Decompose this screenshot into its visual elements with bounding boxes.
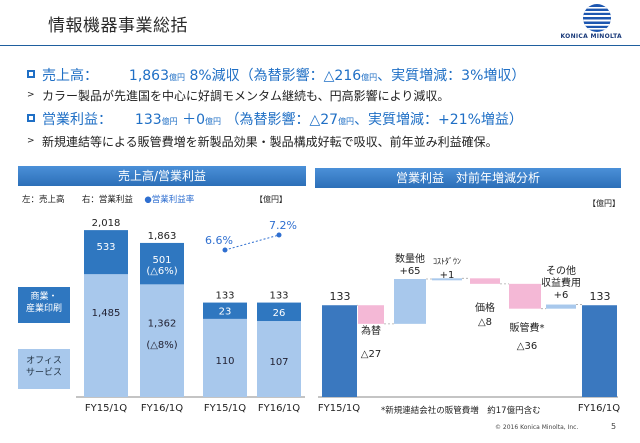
fx-label: 為替	[361, 324, 381, 337]
office-change-label: (△8%)	[146, 340, 177, 351]
office-value-label: 1,485	[92, 308, 121, 319]
volume-value: +65	[399, 266, 420, 277]
sales-unit: 億円	[169, 73, 185, 82]
profit-unit: 億円	[161, 117, 178, 126]
profit-summary: 営業利益： 133億円 ＋0億円 （為替影響：△27億円、実質増減：+21%増益…	[42, 109, 523, 129]
volume-label: 数量他	[395, 252, 425, 265]
waterfall-total-bar	[322, 305, 357, 397]
bar-office	[84, 274, 128, 397]
legend-right: 右：営業利益	[81, 195, 133, 205]
sales-summary: 売上高： 1,863億円 8%減収（為替影響：△216億円、実質増減：3%増収）	[42, 65, 525, 85]
right-unit: 【億円】	[588, 199, 620, 208]
profit-delta-unit: 億円	[205, 117, 222, 126]
total-label: 1,863	[148, 231, 177, 242]
rate-point	[222, 247, 228, 253]
category-label: FY16/1Q	[258, 403, 300, 414]
bullet-profit-icon	[27, 114, 35, 122]
sales-label: 売上高：	[42, 68, 98, 84]
rate-point	[276, 232, 282, 238]
left-unit: 【億円】	[255, 195, 287, 204]
legend-rate-dot-icon: ●	[144, 195, 152, 205]
total-label: 133	[269, 291, 288, 302]
waterfall-increase-bar	[546, 304, 576, 309]
segment-business-label: 商業・ 産業印刷	[18, 287, 70, 323]
category-label: FY15/1Q	[204, 403, 246, 414]
price-label: 価格	[475, 301, 495, 314]
bullet-sales-icon	[27, 70, 35, 78]
bar-business	[203, 302, 247, 319]
left-panel-title: 売上高/営業利益	[18, 166, 306, 186]
konica-minolta-logo-icon	[582, 3, 612, 33]
waterfall-total-bar	[582, 305, 617, 397]
profit-change-unit: 億円	[338, 117, 355, 126]
bar-business	[84, 230, 128, 275]
sales-change-tail: 、実質増減：3%増収）	[377, 68, 526, 84]
costdown-label: ｺｽﾄﾀﾞｳﾝ	[433, 257, 461, 266]
sales-change: 8%減収（為替影響：△216	[189, 68, 362, 84]
category-label: FY15/1Q	[318, 403, 360, 414]
page-number: 5	[611, 422, 617, 431]
legend-left: 左：売上高	[22, 195, 65, 205]
waterfall-decrease-bar	[509, 283, 541, 309]
office-value-label: 107	[269, 357, 288, 368]
copyright: © 2016 Konica Minolta, Inc.	[495, 424, 579, 431]
waterfall-decrease-bar	[470, 278, 500, 284]
fx-value: △27	[361, 349, 381, 360]
header-divider	[0, 45, 640, 46]
costdown-value: +1	[440, 270, 455, 281]
legend: 左：売上高 右：営業利益 ●営業利益率	[22, 193, 194, 205]
price-value: △8	[478, 317, 492, 328]
right-panel-title: 営業利益 対前年増減分析	[315, 168, 621, 188]
arrow-icon: >	[27, 136, 35, 146]
profit-label: 営業利益：	[42, 112, 112, 128]
waterfall-increase-bar	[432, 278, 462, 281]
bar-business	[257, 302, 301, 322]
brand-name: KONICA MINOLTA	[560, 33, 622, 40]
legend-rate: 営業利益率	[151, 195, 195, 205]
business-value-label: 501	[152, 255, 171, 266]
page-title: 情報機器事業総括	[48, 16, 188, 36]
waterfall-decrease-bar	[358, 305, 384, 324]
rate-label: 6.6%	[205, 234, 233, 247]
other-label-2: 収益費用	[541, 276, 581, 289]
segment-office-label: オフィス サービス	[18, 349, 70, 389]
office-value-label: 110	[215, 356, 234, 367]
arrow-icon: >	[27, 90, 35, 100]
other-label-1: その他	[546, 264, 576, 277]
bar-business	[140, 242, 184, 285]
profit-change-tail: 、実質増減：+21%増益）	[354, 112, 523, 128]
profit-value: 133	[134, 112, 162, 128]
rate-label: 7.2%	[269, 219, 297, 232]
sales-change-unit: 億円	[361, 73, 378, 82]
sales-note: カラー製品が先進国を中心に好調モメンタム継続も、円高影響により減収。	[42, 89, 450, 103]
sga-label: 販管費*	[510, 321, 545, 334]
end-value-label: 133	[590, 290, 611, 303]
category-label: FY16/1Q	[141, 403, 183, 414]
waterfall-increase-bar	[394, 279, 426, 324]
profit-change: （為替影響：△27	[225, 112, 339, 128]
business-value-label: 533	[96, 242, 115, 253]
bar-office	[140, 284, 184, 397]
rate-line	[224, 234, 280, 251]
category-label: FY15/1Q	[85, 403, 127, 414]
other-value: +6	[554, 290, 569, 301]
sales-value: 1,863	[128, 68, 169, 84]
profit-note: 新規連結等による販管費増を新製品効果・製品構成好転で吸収、前年並み利益確保。	[42, 135, 498, 149]
sga-value: △36	[517, 341, 537, 352]
start-value-label: 133	[330, 290, 351, 303]
total-label: 133	[215, 291, 234, 302]
footnote: *新規連結会社の販管費増 約17億円含む	[381, 406, 541, 416]
business-change-label: (△6%)	[146, 266, 177, 277]
total-label: 2,018	[92, 218, 121, 229]
category-label: FY16/1Q	[578, 403, 620, 414]
office-value-label: 1,362	[148, 318, 177, 329]
business-value-label: 26	[273, 308, 286, 319]
bar-office	[203, 318, 247, 397]
profit-delta: ＋0	[182, 112, 206, 128]
business-value-label: 23	[219, 307, 232, 318]
bar-office	[257, 321, 301, 397]
